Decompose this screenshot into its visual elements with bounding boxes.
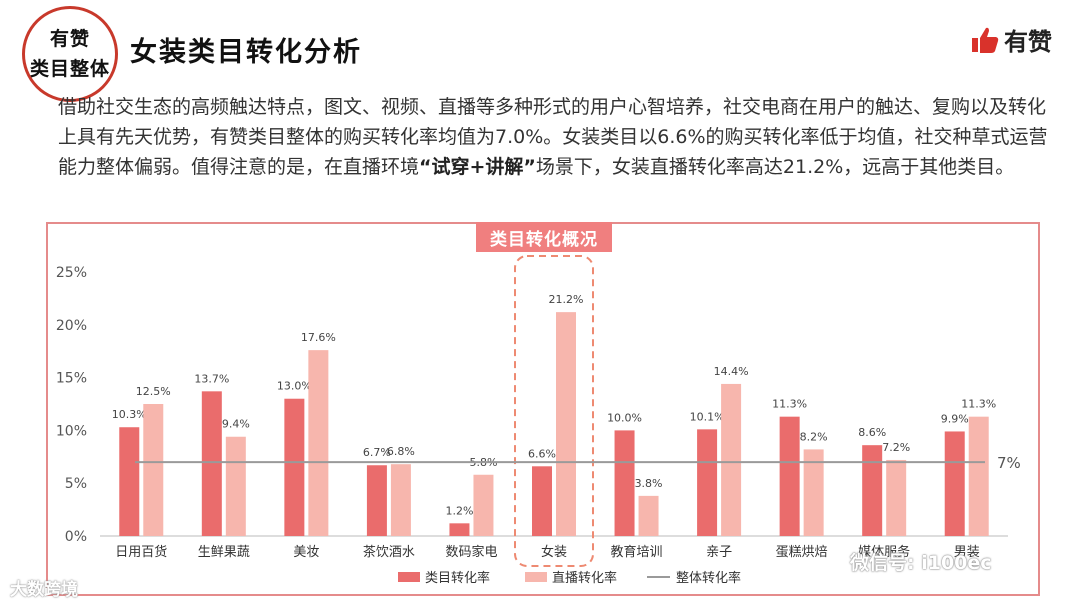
live-rate-bar <box>473 474 494 536</box>
category-rate-label: 10.0% <box>607 411 642 424</box>
category-rate-label: 6.6% <box>528 447 556 460</box>
thumbs-up-icon <box>972 27 999 53</box>
live-rate-label: 11.3% <box>961 398 996 411</box>
live-rate-label: 14.4% <box>714 365 749 378</box>
live-rate-label: 17.6% <box>301 331 336 344</box>
category-rate-label: 13.7% <box>194 372 229 385</box>
live-rate-bar <box>556 312 576 536</box>
live-rate-bar <box>803 449 824 536</box>
live-rate-bar <box>308 350 329 536</box>
category-rate-bar <box>779 416 800 536</box>
category-rate-bar <box>449 523 470 536</box>
live-rate-label: 9.4% <box>222 418 250 431</box>
badge-line-1: 有赞 <box>49 28 90 50</box>
x-category-label: 蛋糕烘焙 <box>776 545 828 560</box>
category-rate-bar <box>119 427 140 536</box>
y-tick-label: 10% <box>56 423 87 439</box>
intro-paragraph: 借助社交生态的高频触达特点，图文、视频、直播等多种形式的用户心智培养，社交电商在… <box>58 92 1048 182</box>
legend-label: 类目转化率 <box>425 570 490 586</box>
legend-label: 直播转化率 <box>552 570 617 586</box>
y-tick-label: 0% <box>65 529 87 545</box>
category-rate-label: 13.0% <box>277 380 312 393</box>
category-rate-label: 8.6% <box>858 426 886 439</box>
y-tick-label: 5% <box>65 476 87 492</box>
live-rate-label: 8.2% <box>800 430 828 443</box>
watermark-right: 微信号: i100ec <box>850 552 992 574</box>
category-rate-label: 1.2% <box>445 504 473 517</box>
x-category-label: 教育培训 <box>611 544 663 560</box>
x-category-label: 美妆 <box>293 545 319 560</box>
category-rate-bar <box>532 466 552 536</box>
legend-swatch <box>398 572 420 582</box>
live-rate-label: 21.2% <box>549 293 584 306</box>
category-rate-label: 11.3% <box>772 398 807 411</box>
category-rate-label: 9.9% <box>941 412 969 425</box>
live-rate-bar <box>721 383 742 536</box>
category-rate-bar <box>201 391 222 536</box>
y-tick-label: 25% <box>56 265 87 281</box>
page-title: 女装类目转化分析 <box>130 37 362 68</box>
badge-line-2: 类目整体 <box>29 58 110 80</box>
live-rate-bar <box>968 416 989 536</box>
category-rate-label: 10.3% <box>112 408 147 421</box>
x-category-label: 茶饮酒水 <box>363 544 415 560</box>
live-rate-bar <box>638 495 659 536</box>
category-rate-bar <box>697 429 718 536</box>
x-category-label: 生鲜果蔬 <box>198 545 250 560</box>
x-category-label: 日用百货 <box>115 544 167 560</box>
category-rate-label: 10.1% <box>690 410 725 423</box>
overall-rate-label: 7% <box>997 454 1021 472</box>
x-category-label: 女装 <box>541 544 567 560</box>
live-rate-bar <box>886 459 907 536</box>
category-rate-bar <box>944 431 965 536</box>
brand-logo: 有赞 <box>970 22 1052 57</box>
brand-name: 有赞 <box>1004 28 1052 56</box>
chart-title: 类目转化概况 <box>476 222 612 252</box>
category-rate-bar <box>366 465 387 536</box>
legend-label: 整体转化率 <box>676 570 741 586</box>
category-badge: 有赞 类目整体 <box>22 6 118 102</box>
category-rate-bar <box>284 398 305 536</box>
highlight-box <box>514 255 594 567</box>
x-category-label: 男装 <box>954 545 980 560</box>
category-rate-bar <box>862 445 883 536</box>
live-rate-bar <box>225 436 246 536</box>
category-rate-bar <box>614 430 635 536</box>
intro-text-1: 借助社交生态的高频触达特点，图文、视频、直播等多种形式的用户心智培养，社交电商在… <box>58 96 1048 178</box>
y-tick-label: 15% <box>56 371 87 387</box>
live-rate-label: 12.5% <box>136 385 171 398</box>
x-category-label: 亲子 <box>706 545 732 560</box>
x-category-label: 媒体服务 <box>858 544 910 560</box>
x-category-label: 数码家电 <box>445 544 497 560</box>
intro-text-2: 场景下，女装直播转化率高达21.2%，远高于其他类目。 <box>535 156 1015 178</box>
live-rate-label: 6.8% <box>387 445 415 458</box>
category-rate-label: 6.7% <box>363 446 391 459</box>
live-rate-label: 7.2% <box>882 441 910 454</box>
legend-swatch <box>525 572 547 582</box>
live-rate-bar <box>390 464 411 536</box>
intro-highlight: “试穿+讲解” <box>419 156 536 178</box>
live-rate-label: 3.8% <box>635 477 663 490</box>
live-rate-bar <box>143 404 164 536</box>
y-tick-label: 20% <box>56 318 87 334</box>
watermark-left: 大数跨境 <box>10 580 78 600</box>
